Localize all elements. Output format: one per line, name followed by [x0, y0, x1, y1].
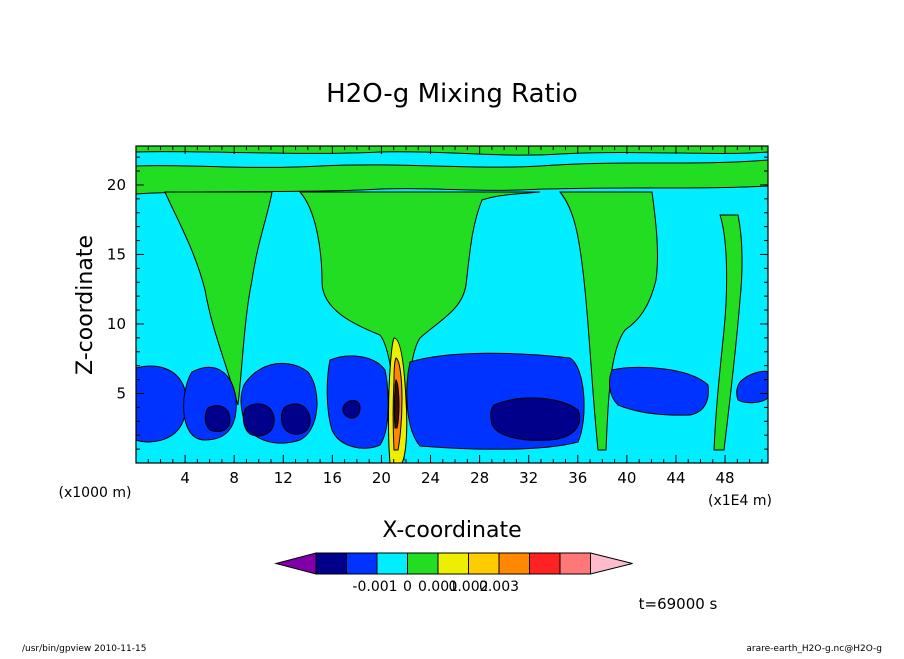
colorbar-label: 0	[403, 579, 412, 595]
y-tick-label: 10	[107, 315, 126, 333]
x-axis: 4 8 12 16 20 24 28 32 36 40 44 48	[147, 146, 763, 487]
x-tick-label: 16	[323, 469, 342, 487]
plot-area	[136, 146, 768, 463]
x-tick-label: 28	[470, 469, 489, 487]
x-tick-label: 20	[372, 469, 391, 487]
time-label: t=69000 s	[639, 595, 718, 613]
colorbar-label: -0.001	[352, 579, 397, 595]
colorbar-swatch	[437, 552, 469, 575]
colorbar-label: 0.003	[479, 579, 519, 595]
footer-right: arare-earth_H2O-g.nc@H2O-g	[746, 644, 882, 654]
dry-cell	[136, 365, 187, 443]
dry-core	[342, 400, 361, 419]
x-tick-label: 40	[617, 469, 636, 487]
y-tick-label: 20	[107, 176, 126, 194]
colorbar-swatch	[559, 552, 591, 575]
x-tick-label: 36	[568, 469, 587, 487]
x-tick-label: 44	[666, 469, 685, 487]
colorbar-label: 0.002	[448, 579, 488, 595]
footer-left: /usr/bin/gpview 2010-11-15	[22, 644, 146, 654]
colorbar-swatch	[407, 552, 439, 575]
colorbar-swatch	[346, 552, 378, 575]
chart-title: H2O-g Mixing Ratio	[326, 79, 578, 109]
x-tick-label: 48	[716, 469, 735, 487]
x-tick-label: 12	[274, 469, 293, 487]
dry-cell	[736, 370, 768, 404]
moist-plume	[164, 191, 273, 406]
top-dry-ribbon	[136, 151, 768, 168]
colorbar-label: 0.001	[418, 579, 458, 595]
colorbar-swatch	[468, 552, 500, 575]
y-axis: 5 10 15 20	[107, 156, 768, 450]
y-axis-label: Z-coordinate	[73, 235, 98, 375]
dry-core	[242, 403, 275, 437]
colorbar-swatch	[315, 552, 347, 575]
colorbar-swatch	[529, 552, 561, 575]
moist-plume	[558, 191, 658, 451]
plot-frame	[135, 145, 769, 464]
x-unit-right: (x1E4 m)	[708, 493, 772, 509]
dry-cell	[609, 366, 709, 416]
x-unit-left: (x1000 m)	[59, 485, 132, 501]
x-tick-label: 8	[229, 469, 239, 487]
colorbar-extend-low	[274, 552, 317, 575]
x-tick-label: 4	[180, 469, 190, 487]
dry-core	[204, 405, 231, 433]
colorbar-swatch	[498, 552, 530, 575]
dry-core	[490, 397, 581, 441]
x-tick-label: 24	[421, 469, 440, 487]
y-tick-label: 5	[116, 384, 126, 402]
colorbar-extend-high	[590, 552, 633, 575]
x-axis-label: X-coordinate	[382, 518, 521, 543]
y-tick-label: 15	[107, 245, 126, 263]
moist-plume	[713, 214, 743, 451]
dry-core	[280, 403, 311, 435]
x-tick-label: 32	[519, 469, 538, 487]
colorbar-swatch	[376, 552, 408, 575]
moist-core-inner	[393, 379, 400, 429]
colorbar	[274, 552, 633, 575]
